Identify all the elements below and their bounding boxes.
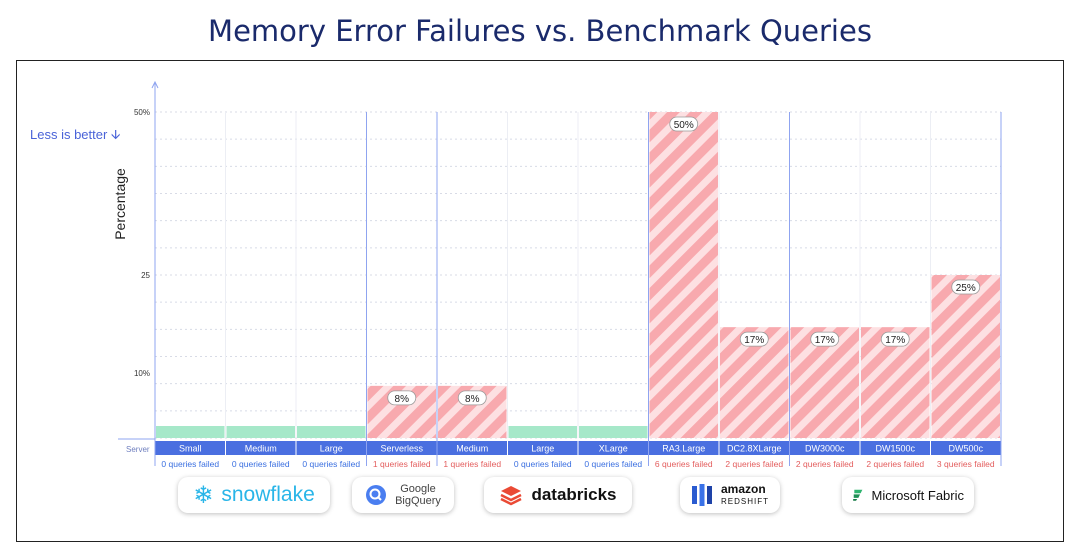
category-label: DW500c — [948, 444, 983, 454]
value-label: 17% — [744, 335, 764, 346]
value-label: 8% — [465, 394, 480, 405]
failed-count-label: 3 queries failed — [937, 459, 995, 469]
failed-count-label: 2 queries failed — [725, 459, 783, 469]
bigquery-logo: Google BigQuery — [352, 477, 454, 513]
value-pill — [669, 116, 699, 132]
category-label: Medium — [456, 444, 488, 454]
redshift-line2: REDSHIFT — [721, 496, 769, 506]
snowflake-logo: ❄ snowflake — [178, 477, 330, 513]
bigquery-name: Google BigQuery — [395, 483, 441, 507]
bigquery-icon — [366, 485, 387, 505]
y-axis-arrow — [151, 80, 159, 89]
value-label: 25% — [956, 283, 976, 294]
failed-count-label: 2 queries failed — [796, 459, 854, 469]
bigquery-line1: Google — [400, 483, 436, 495]
y-tick-label: 50% — [134, 108, 150, 117]
server-cell — [508, 441, 578, 455]
server-cell — [155, 441, 225, 455]
server-cell — [719, 441, 789, 455]
bigquery-line2: BigQuery — [395, 495, 441, 507]
redshift-logo: amazon REDSHIFT — [680, 477, 780, 513]
failed-count-label: 0 queries failed — [302, 459, 360, 469]
zero-bar — [508, 426, 577, 438]
zero-bar — [579, 426, 648, 438]
value-pill — [880, 331, 910, 347]
category-label: Large — [531, 444, 554, 454]
failed-count-label: 6 queries failed — [655, 459, 713, 469]
hint-text: Less is better — [30, 127, 108, 142]
value-label: 17% — [885, 335, 905, 346]
category-label: DW3000c — [805, 444, 845, 454]
snowflake-name: snowflake — [221, 483, 315, 506]
failed-count-label: 0 queries failed — [584, 459, 642, 469]
failed-count-label: 0 queries failed — [161, 459, 219, 469]
failed-count-label: 0 queries failed — [514, 459, 572, 469]
server-cell — [226, 441, 296, 455]
redshift-name: amazon REDSHIFT — [721, 481, 769, 507]
server-cell — [578, 441, 648, 455]
fabric-logo: Microsoft Fabric — [842, 477, 974, 513]
value-pill — [387, 390, 417, 406]
category-label: DC2.8XLarge — [727, 444, 782, 454]
server-row-label: Server — [126, 445, 150, 454]
value-pill — [951, 279, 981, 295]
value-pill — [457, 390, 487, 406]
server-cell — [296, 441, 366, 455]
category-label: Medium — [245, 444, 277, 454]
grid-lines — [154, 111, 1002, 466]
bars: 8% 8% 50% 17% 17% 17% 25% — [156, 112, 1000, 438]
fabric-icon — [853, 489, 863, 501]
value-label: 8% — [395, 394, 410, 405]
category-label: RA3.Large — [662, 444, 705, 454]
zero-bar — [297, 426, 366, 438]
server-cell — [437, 441, 507, 455]
databricks-logo: databricks — [484, 477, 632, 513]
failed-count-label: 0 queries failed — [232, 459, 290, 469]
axis: 50% 25 10% Server Small 0 queries failed Mediu… — [118, 80, 1001, 469]
category-label: DW1500c — [875, 444, 915, 454]
category-label: XLarge — [599, 444, 628, 454]
bar — [931, 275, 1000, 438]
bar — [649, 112, 718, 438]
failed-count-label: 2 queries failed — [866, 459, 924, 469]
value-label: 17% — [815, 335, 835, 346]
redshift-line1: amazon — [721, 481, 766, 496]
server-cell — [860, 441, 930, 455]
server-cell — [790, 441, 860, 455]
databricks-icon — [500, 486, 523, 506]
arrow-down-icon: 🡫 — [110, 127, 121, 142]
failed-count-label: 1 queries failed — [373, 459, 431, 469]
value-pill — [810, 331, 840, 347]
databricks-name: databricks — [531, 485, 617, 504]
y-tick-label: 25 — [141, 271, 150, 280]
zero-bar — [156, 426, 225, 438]
snowflake-icon: ❄ — [193, 481, 214, 509]
failed-count-label: 1 queries failed — [443, 459, 501, 469]
server-cell — [931, 441, 1001, 455]
fabric-name: Microsoft Fabric — [871, 487, 964, 503]
server-cell — [367, 441, 437, 455]
category-label: Small — [179, 444, 202, 454]
value-label: 50% — [674, 120, 694, 131]
server-cell — [649, 441, 719, 455]
zero-bar — [226, 426, 295, 438]
value-pill — [739, 331, 769, 347]
category-label: Large — [320, 444, 343, 454]
chart-frame — [16, 60, 1064, 542]
y-tick-label: 10% — [134, 369, 150, 378]
redshift-icon — [692, 484, 712, 506]
chart-title: Memory Error Failures vs. Benchmark Quer… — [208, 14, 872, 48]
category-label: Serverless — [380, 444, 423, 454]
less-is-better-hint: Less is better 🡫 — [30, 126, 120, 148]
